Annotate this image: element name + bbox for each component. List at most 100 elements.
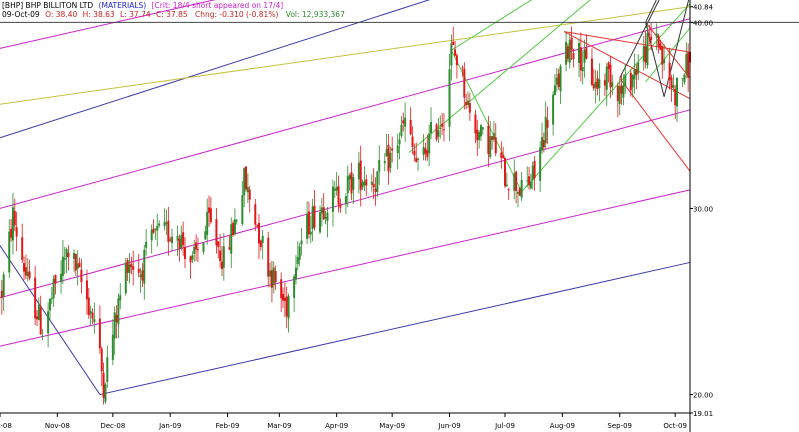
candle-body (230, 224, 233, 254)
candle-body (132, 266, 135, 270)
candle-2009-08-17 (590, 48, 593, 87)
candle-2009-01-16 (196, 237, 199, 262)
candle-2008-10-15 (24, 254, 27, 280)
candle-body (280, 279, 283, 299)
candle-body (41, 335, 44, 337)
candle-2009-07-16 (531, 161, 534, 190)
candle-2008-11-17 (85, 269, 88, 315)
candle-2009-05-12 (411, 126, 414, 155)
candle-body (491, 136, 494, 140)
candle-body (402, 120, 405, 124)
candle-2008-11-12 (76, 250, 79, 286)
candle-body (254, 204, 257, 225)
candle-body (487, 125, 490, 155)
candle-2008-10-31 (54, 274, 57, 295)
candle-2009-01-19 (202, 242, 205, 255)
candle-2009-04-20 (370, 174, 373, 192)
x-label-Aug-09: Aug-09 (550, 422, 575, 430)
candle-body (100, 348, 103, 372)
candle-2009-03-25 (322, 193, 325, 220)
candle-body (616, 85, 619, 102)
candle-2008-11-20 (91, 308, 94, 325)
candle-2008-12-02 (113, 306, 116, 355)
candle-2009-06-08 (461, 65, 464, 77)
candle-body (26, 271, 29, 277)
candle-2009-08-03 (565, 31, 568, 72)
candle-2009-03-13 (300, 228, 303, 256)
candle-2009-03-05 (285, 286, 288, 329)
candle-2009-04-07 (346, 165, 349, 208)
candle-2008-12-31 (167, 206, 170, 256)
candle-2009-08-07 (572, 48, 575, 68)
candle-body (24, 267, 27, 276)
candle-body (128, 264, 131, 274)
candle-2009-02-09 (241, 181, 244, 226)
candle-body (156, 225, 159, 231)
candle-2009-03-20 (313, 189, 316, 231)
candle-2008-11-27 (104, 382, 107, 404)
trend-line-green-13 (645, 27, 691, 83)
candle-2009-07-21 (541, 122, 544, 154)
candle-body (196, 249, 199, 251)
candle-2009-04-03 (339, 198, 342, 213)
candle-2008-10-16 (26, 258, 29, 282)
candle-body (674, 88, 677, 106)
candle-body (309, 231, 312, 235)
candle-body (439, 127, 442, 129)
candle-2009-01-02 (171, 228, 174, 252)
candle-2009-08-26 (607, 61, 610, 83)
candle-body (553, 85, 556, 96)
candle-body (204, 231, 207, 240)
candle-body (546, 119, 549, 128)
candle-2008-10-13 (21, 223, 24, 263)
candle-body (552, 94, 555, 125)
candle-body (376, 171, 379, 192)
candle-2009-03-02 (280, 272, 283, 313)
candle-2009-05-22 (430, 107, 433, 140)
candle-2009-02-27 (274, 265, 277, 291)
candle-body (542, 140, 545, 148)
candle-body (63, 258, 66, 260)
candle-2009-05-15 (417, 157, 420, 171)
candle-2008-10-06 (8, 219, 11, 279)
candle-2009-07-17 (533, 156, 536, 191)
candle-body (441, 123, 444, 127)
candle-body (0, 290, 3, 299)
candle-body (622, 85, 625, 98)
candle-2008-12-24 (154, 228, 157, 240)
candle-body (668, 62, 671, 80)
candle-body (533, 161, 536, 179)
candle-body (442, 129, 445, 131)
candle-2008-12-12 (132, 250, 135, 286)
candle-body (657, 35, 660, 48)
candle-body (565, 41, 568, 65)
candle-2009-02-11 (245, 166, 248, 192)
candle-body (389, 152, 392, 168)
candle-2009-02-02 (228, 235, 231, 251)
candle-2009-05-26 (437, 118, 440, 143)
candle-2009-06-25 (492, 120, 495, 142)
candle-2009-07-07 (515, 170, 518, 204)
trend-line-red-14 (563, 31, 691, 100)
candle-body (363, 181, 366, 186)
candle-body (72, 253, 75, 259)
candle-2008-11-11 (74, 253, 77, 277)
trend-line-black-20 (663, 0, 690, 97)
candle-body (60, 273, 63, 283)
candle-body (256, 225, 259, 227)
candle-body (370, 181, 373, 185)
candle-2008-12-26 (158, 220, 161, 228)
candle-body (171, 236, 174, 244)
x-label-Mar-09: Mar-09 (267, 422, 291, 430)
candle-body (76, 263, 79, 269)
candle-2009-08-27 (609, 55, 612, 99)
candle-body (474, 114, 477, 134)
candle-body (219, 250, 222, 262)
candle-body (111, 334, 114, 360)
candle-2009-04-09 (350, 162, 353, 201)
candle-2009-10-02 (676, 77, 679, 122)
candle-body (520, 179, 523, 198)
candle-body (35, 316, 38, 320)
candle-body (324, 216, 327, 219)
candle-body (208, 207, 211, 213)
